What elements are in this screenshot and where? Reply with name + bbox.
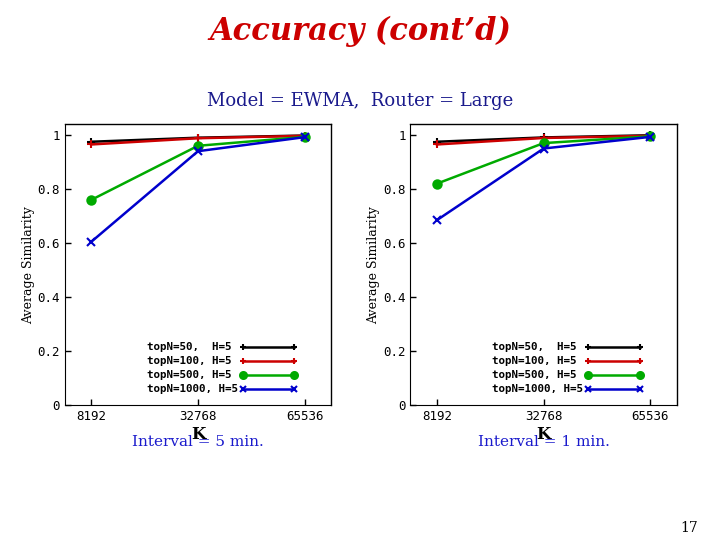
Text: 17: 17 [680,521,698,535]
Text: topN=50,  H=5: topN=50, H=5 [492,342,577,352]
Text: Interval = 1 min.: Interval = 1 min. [477,435,610,449]
Y-axis label: Average Similarity: Average Similarity [367,206,380,323]
Text: Accuracy (cont’d): Accuracy (cont’d) [209,16,511,48]
Text: topN=100, H=5: topN=100, H=5 [147,356,231,366]
Text: topN=50,  H=5: topN=50, H=5 [147,342,231,352]
Text: Model = EWMA,  Router = Large: Model = EWMA, Router = Large [207,92,513,110]
Text: topN=100, H=5: topN=100, H=5 [492,356,577,366]
Y-axis label: Average Similarity: Average Similarity [22,206,35,323]
Text: topN=1000, H=5: topN=1000, H=5 [147,384,238,394]
Text: topN=500, H=5: topN=500, H=5 [492,370,577,380]
Text: topN=1000, H=5: topN=1000, H=5 [492,384,583,394]
Text: Interval = 5 min.: Interval = 5 min. [132,435,264,449]
X-axis label: K: K [536,426,551,443]
X-axis label: K: K [191,426,205,443]
Text: topN=500, H=5: topN=500, H=5 [147,370,231,380]
